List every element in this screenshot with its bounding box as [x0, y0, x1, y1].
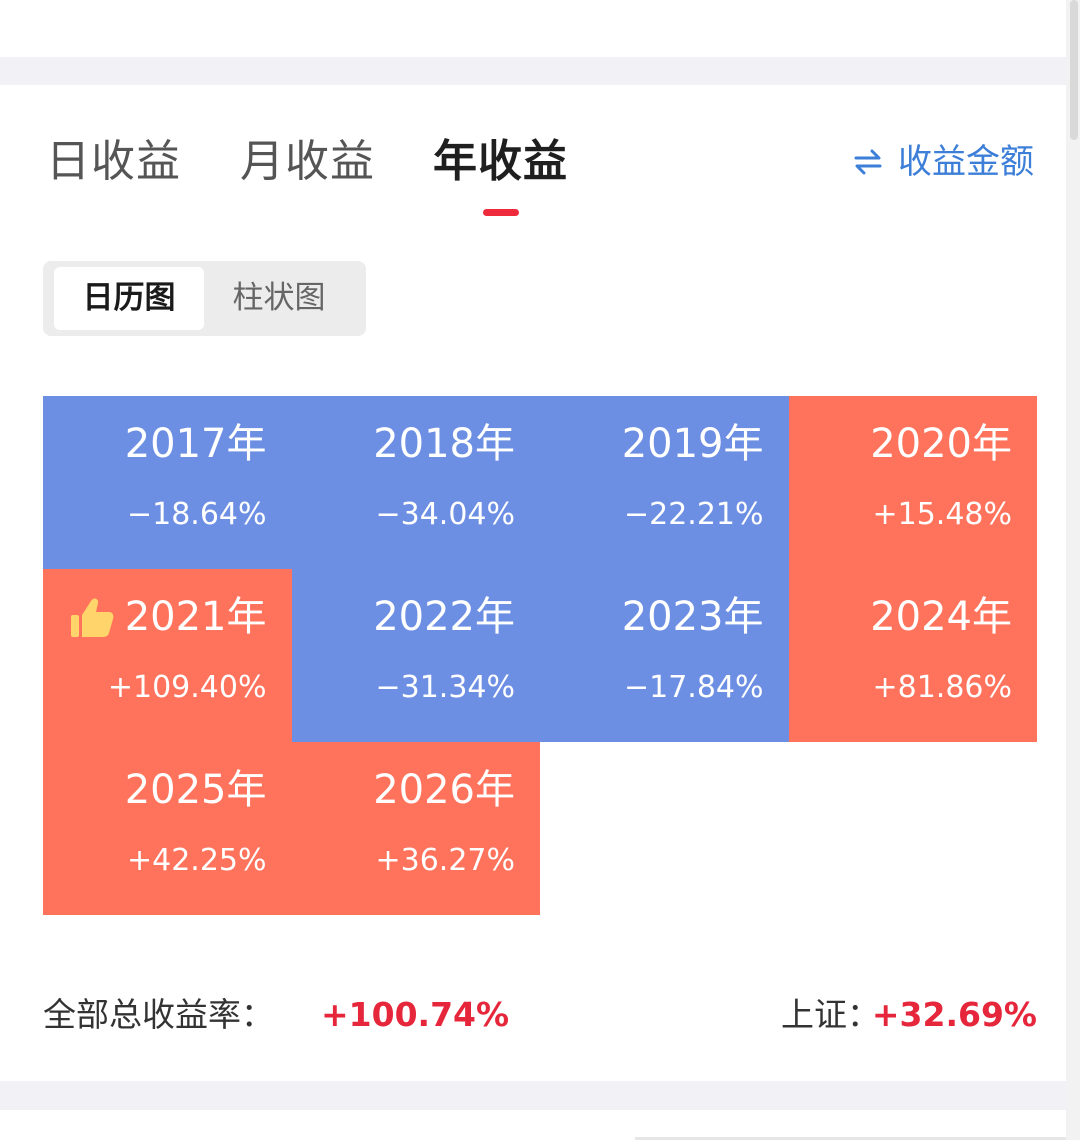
- year-cell[interactable]: 2026年 +36.27%: [291, 742, 540, 915]
- year-label: 2024年: [870, 594, 1012, 640]
- previous-card: [0, 0, 1080, 57]
- view-bar-button[interactable]: 柱状图: [232, 280, 326, 316]
- year-label: 2021年: [69, 593, 267, 641]
- year-cell[interactable]: 2023年 −17.84%: [540, 569, 789, 742]
- annual-returns-heatmap: 2017年 −18.64% 2018年 −34.04% 2019年 −22.21% 2020…: [43, 396, 1037, 915]
- year-cell[interactable]: 2022年 −31.34%: [291, 569, 540, 742]
- year-cell[interactable]: 2019年 −22.21%: [540, 396, 789, 569]
- tab-annual-returns[interactable]: 年收益: [433, 136, 568, 187]
- total-return-label: 全部总收益率：: [43, 995, 274, 1034]
- return-rate: −31.34%: [375, 670, 515, 705]
- next-card-divider: [635, 1137, 1066, 1140]
- year-label: 2026年: [373, 767, 515, 813]
- year-label: 2019年: [621, 421, 764, 467]
- year-cell[interactable]: 2024年 +81.86%: [788, 569, 1037, 742]
- next-card: [0, 1110, 1066, 1140]
- return-rate: +36.27%: [375, 843, 515, 878]
- year-label: 2025年: [124, 767, 267, 813]
- return-rate: −22.21%: [623, 497, 764, 532]
- swap-arrows-icon: [854, 149, 882, 175]
- view-calendar-button[interactable]: 日历图: [54, 267, 204, 330]
- return-rate: +109.40%: [107, 670, 267, 705]
- return-rate: +81.86%: [872, 670, 1012, 705]
- year-label: 2022年: [373, 594, 515, 640]
- return-rate: −17.84%: [623, 670, 764, 705]
- year-cell[interactable]: 2017年 −18.64%: [43, 396, 292, 569]
- shanghai-index-value: +32.69%: [871, 995, 1037, 1034]
- view-toggle: 日历图 柱状图: [43, 261, 366, 336]
- year-label: 2020年: [870, 421, 1012, 467]
- return-rate: −34.04%: [375, 497, 515, 532]
- year-label: 2017年: [124, 421, 267, 467]
- thumbs-up-icon: [70, 598, 114, 637]
- scrollbar[interactable]: [1066, 0, 1080, 1140]
- year-cell[interactable]: 2018年 −34.04%: [291, 396, 540, 569]
- year-cell[interactable]: 2020年 +15.48%: [788, 396, 1037, 569]
- year-cell[interactable]: 2021年 +109.40%: [43, 569, 292, 742]
- tab-daily-returns[interactable]: 日收益: [46, 136, 181, 187]
- active-tab-indicator: [483, 209, 519, 216]
- switch-to-amount-button[interactable]: 收益金额: [852, 140, 1034, 184]
- tab-monthly-returns[interactable]: 月收益: [240, 136, 375, 187]
- return-rate: −18.64%: [126, 497, 267, 532]
- year-label: 2023年: [621, 594, 764, 640]
- switch-mode-label: 收益金额: [898, 142, 1034, 182]
- year-cell[interactable]: 2025年 +42.25%: [43, 742, 292, 915]
- scrollbar-thumb[interactable]: [1070, 0, 1078, 140]
- return-rate: +42.25%: [126, 843, 267, 878]
- total-return-value: +100.74%: [321, 995, 510, 1034]
- year-label: 2018年: [373, 421, 515, 467]
- return-rate: +15.48%: [872, 497, 1012, 532]
- shanghai-index-label: 上证：: [781, 995, 880, 1034]
